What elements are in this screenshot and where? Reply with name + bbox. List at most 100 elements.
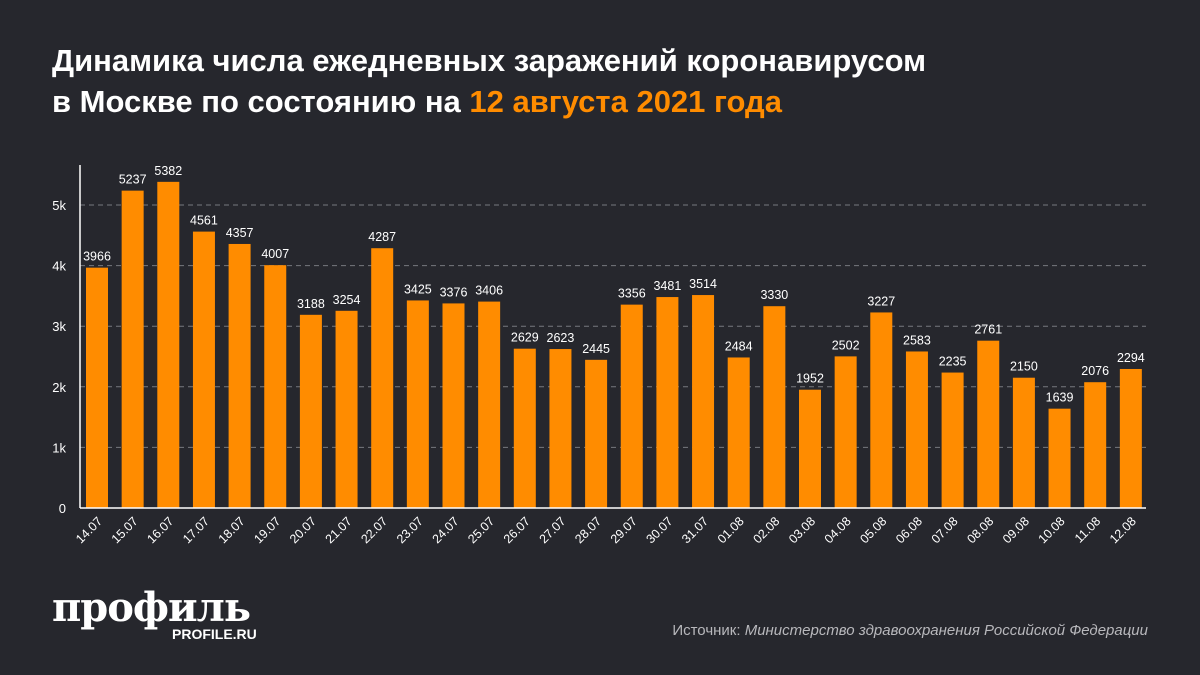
- bar: [727, 357, 750, 508]
- x-tick-label: 06.08: [893, 514, 925, 546]
- title-line1: Динамика числа ежедневных заражений коро…: [52, 43, 927, 78]
- y-tick-label: 4k: [52, 259, 66, 274]
- bar: [1084, 382, 1107, 508]
- x-tick-label: 22.07: [358, 514, 390, 546]
- title-date: 12 августа 2021 года: [469, 84, 782, 119]
- bar: [905, 351, 928, 508]
- x-tick-label: 08.08: [964, 514, 996, 546]
- data-label: 3227: [867, 294, 895, 308]
- data-label: 3376: [440, 285, 468, 299]
- source-value: Министерство здравоохранения Российской …: [744, 622, 1148, 639]
- x-tick-label: 15.07: [109, 514, 141, 546]
- data-label: 3254: [333, 293, 361, 307]
- bar: [870, 312, 893, 508]
- x-tick-label: 10.08: [1036, 514, 1068, 546]
- data-label: 3406: [475, 284, 503, 298]
- x-tick-label: 29.07: [608, 514, 640, 546]
- x-tick-label: 18.07: [216, 514, 248, 546]
- data-label: 2294: [1117, 351, 1145, 365]
- bar: [941, 372, 964, 508]
- source-label: Источник:: [672, 622, 745, 639]
- data-label: 4561: [190, 214, 218, 228]
- x-tick-label: 03.08: [786, 514, 818, 546]
- x-tick-label: 21.07: [323, 514, 355, 546]
- bar: [549, 349, 572, 508]
- data-label: 3425: [404, 282, 432, 296]
- bar: [692, 295, 715, 508]
- bar: [478, 301, 501, 508]
- data-label: 4287: [368, 230, 396, 244]
- bar: [620, 304, 643, 508]
- bar: [799, 389, 821, 508]
- data-label: 2445: [582, 342, 610, 356]
- data-label: 2623: [547, 331, 575, 345]
- data-label: 2761: [974, 323, 1002, 337]
- bar: [121, 190, 144, 508]
- logo-main: профиль: [52, 584, 251, 631]
- data-label: 3514: [689, 277, 717, 291]
- y-tick-label: 3k: [52, 319, 66, 334]
- data-label: 3966: [83, 250, 111, 264]
- x-tick-label: 02.08: [750, 514, 782, 546]
- x-tick-label: 16.07: [144, 514, 176, 546]
- x-tick-label: 17.07: [180, 514, 212, 546]
- data-label: 2583: [903, 333, 931, 347]
- data-label: 2502: [832, 338, 860, 352]
- data-label: 3481: [653, 279, 681, 293]
- y-tick-label: 5k: [52, 198, 66, 213]
- bar: [1012, 377, 1035, 508]
- data-label: 3188: [297, 297, 325, 311]
- bar: [157, 181, 180, 508]
- data-label: 4357: [226, 226, 254, 240]
- y-tick-label: 1k: [52, 440, 66, 455]
- logo-sub: PROFILE.RU: [172, 626, 257, 642]
- x-tick-label: 19.07: [251, 514, 283, 546]
- x-tick-label: 24.07: [430, 514, 462, 546]
- x-tick-label: 14.07: [73, 514, 105, 546]
- bar: [192, 231, 215, 508]
- x-tick-label: 28.07: [572, 514, 604, 546]
- bar: [264, 265, 287, 508]
- data-label: 2629: [511, 331, 539, 345]
- chart-title: Динамика числа ежедневных заражений коро…: [52, 40, 926, 122]
- source-note: Источник: Министерство здравоохранения Р…: [672, 622, 1148, 639]
- x-tick-label: 31.07: [679, 514, 711, 546]
- bar: [299, 314, 322, 508]
- bar: [335, 310, 358, 508]
- logo: профиль PROFILE.RU: [52, 584, 257, 643]
- data-label: 4007: [261, 247, 289, 261]
- data-label: 2484: [725, 339, 753, 353]
- bar: [442, 303, 465, 508]
- bar: [513, 348, 536, 508]
- data-label: 2235: [939, 355, 967, 369]
- x-tick-label: 25.07: [465, 514, 497, 546]
- x-tick-label: 20.07: [287, 514, 319, 546]
- data-label: 5237: [119, 173, 147, 187]
- data-label: 3330: [760, 288, 788, 302]
- bar: [1119, 368, 1142, 508]
- x-tick-label: 05.08: [857, 514, 889, 546]
- bar: [86, 267, 108, 508]
- x-tick-label: 30.07: [644, 514, 676, 546]
- bar: [656, 297, 679, 508]
- x-tick-label: 09.08: [1000, 514, 1032, 546]
- x-tick-label: 07.08: [929, 514, 961, 546]
- x-tick-label: 26.07: [501, 514, 533, 546]
- x-tick-label: 01.08: [715, 514, 747, 546]
- data-label: 1639: [1046, 391, 1074, 405]
- x-tick-label: 04.08: [822, 514, 854, 546]
- bar: [834, 356, 857, 508]
- x-tick-label: 27.07: [537, 514, 569, 546]
- bar: [977, 340, 1000, 508]
- data-label: 2150: [1010, 360, 1038, 374]
- y-tick-label: 2k: [52, 380, 66, 395]
- data-label: 2076: [1081, 364, 1109, 378]
- bar: [1048, 408, 1071, 508]
- data-label: 5382: [154, 164, 182, 178]
- bar: [371, 248, 394, 508]
- bar: [585, 359, 608, 508]
- bar: [406, 300, 429, 508]
- title-line2: в Москве по состоянию на: [52, 84, 470, 119]
- x-tick-label: 12.08: [1107, 514, 1139, 546]
